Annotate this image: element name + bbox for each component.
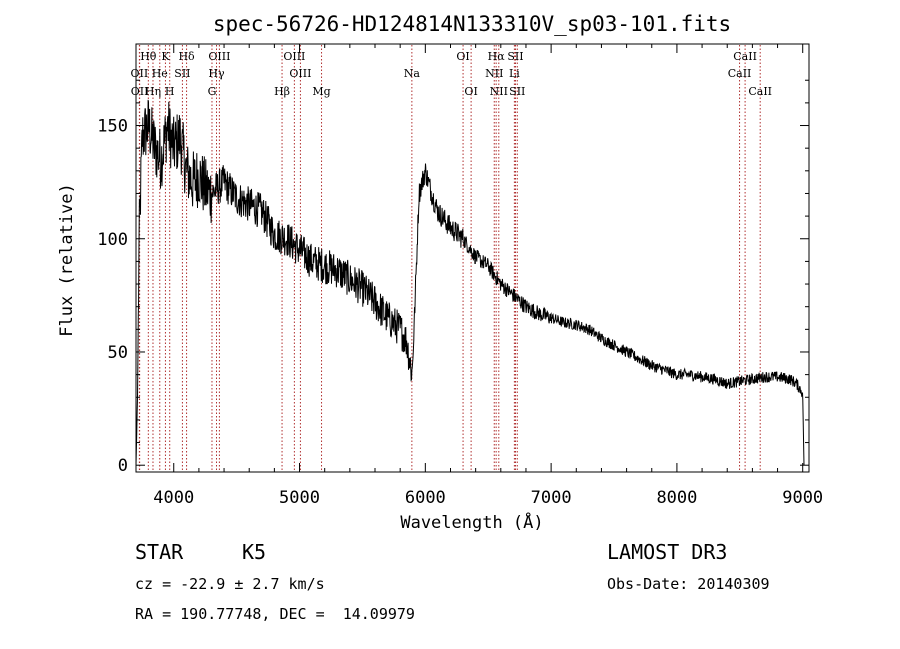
redshift-info: cz = -22.9 ± 2.7 km/s — [135, 575, 325, 593]
line-label-18: OI — [464, 85, 477, 98]
x-axis-label: Wavelength (Å) — [400, 511, 543, 533]
y-tick-label-1: 50 — [108, 343, 128, 363]
line-label-16: Na — [404, 67, 421, 80]
y-axis-ticks: 0 50 100 150 — [97, 79, 809, 476]
line-label-24: SII — [509, 85, 525, 98]
line-label-15: Mg — [312, 85, 330, 98]
x-tick-label-5: 9000 — [782, 488, 823, 508]
line-label-23: Li — [509, 67, 520, 80]
line-label-25: CaII — [733, 50, 757, 63]
line-label-10: Hγ — [208, 67, 225, 80]
x-tick-label-0: 4000 — [153, 488, 194, 508]
line-label-1: OII — [131, 67, 149, 80]
line-label-7: H — [165, 85, 175, 98]
object-class: STAR — [135, 540, 184, 564]
line-label-4: He — [152, 67, 168, 80]
line-label-6: SII — [174, 67, 190, 80]
line-label-3: Hη — [145, 85, 161, 98]
line-label-26: CaII — [728, 67, 752, 80]
plot-frame — [135, 43, 810, 473]
spectral-line-markers — [138, 45, 761, 471]
line-label-22: SII — [507, 50, 523, 63]
line-label-12: Hβ — [274, 85, 290, 98]
coordinates: RA = 190.77748, DEC = 14.09979 — [135, 605, 415, 623]
y-tick-label-2: 100 — [97, 230, 128, 250]
y-tick-label-3: 150 — [97, 117, 128, 137]
survey-name: LAMOST DR3 — [607, 540, 728, 564]
line-label-13: OIII — [283, 50, 305, 63]
x-tick-label-4: 8000 — [656, 488, 697, 508]
spectrum-line — [135, 99, 805, 466]
line-label-0: Hθ — [140, 50, 157, 63]
y-tick-label-0: 0 — [118, 456, 128, 476]
line-label-11: G — [208, 85, 217, 98]
line-label-21: NII — [490, 85, 508, 98]
line-label-27: CaII — [748, 85, 772, 98]
line-label-8: Hδ — [178, 50, 195, 63]
line-label-17: OI — [456, 50, 469, 63]
object-subclass: K5 — [242, 540, 267, 564]
line-label-20: NII — [485, 67, 503, 80]
line-label-2: OII — [131, 85, 149, 98]
line-label-9: OIII — [208, 50, 230, 63]
chart-title: spec-56726-HD124814N133310V_sp03-101.fit… — [213, 12, 731, 36]
x-tick-label-1: 5000 — [279, 488, 320, 508]
line-label-19: Hα — [488, 50, 506, 63]
obs-date: Obs-Date: 20140309 — [607, 575, 770, 593]
y-axis-label: Flux (relative) — [57, 183, 77, 337]
x-tick-label-3: 7000 — [531, 488, 572, 508]
line-label-14: OIII — [289, 67, 311, 80]
line-label-5: K — [161, 50, 170, 63]
x-axis-ticks: 4000 5000 6000 7000 8000 9000 — [153, 44, 823, 508]
x-tick-label-2: 6000 — [405, 488, 446, 508]
